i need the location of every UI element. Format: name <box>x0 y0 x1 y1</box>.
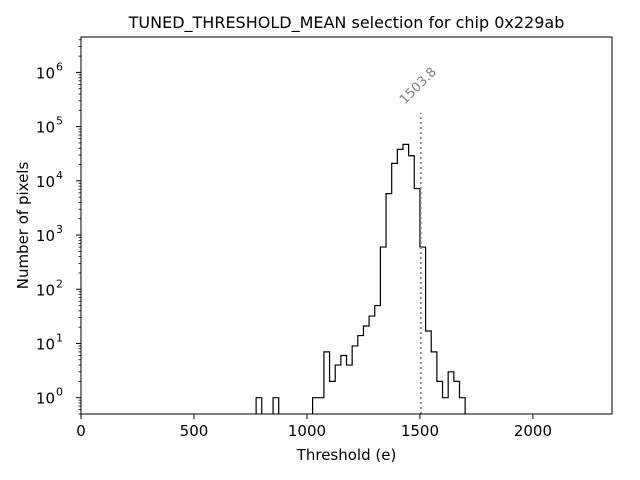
y-axis-label: Number of pixels <box>14 162 32 290</box>
y-tick-exponent: 5 <box>56 115 63 128</box>
y-tick-label: 10 <box>36 281 55 299</box>
y-tick-label: 10 <box>36 227 55 245</box>
y-tick-exponent: 3 <box>56 223 63 236</box>
y-tick-label: 10 <box>36 119 55 137</box>
y-tick-label: 10 <box>36 335 55 353</box>
histogram-step-line <box>255 143 466 414</box>
y-tick-exponent: 2 <box>56 277 63 290</box>
x-axis-label: Threshold (e) <box>296 446 397 464</box>
chart-title: TUNED_THRESHOLD_MEAN selection for chip … <box>128 13 565 33</box>
x-tick-label: 500 <box>180 422 209 440</box>
y-tick-exponent: 6 <box>56 60 63 73</box>
y-tick-label: 10 <box>36 390 55 408</box>
y-tick-label: 10 <box>36 173 55 191</box>
x-tick-label: 1000 <box>288 422 326 440</box>
x-axis-ticks: 0 500 1000 1500 2000 <box>76 414 552 440</box>
y-tick-exponent: 0 <box>56 386 63 399</box>
x-tick-label: 1500 <box>401 422 439 440</box>
x-tick-label: 0 <box>76 422 86 440</box>
x-tick-label: 2000 <box>514 422 552 440</box>
y-tick-exponent: 1 <box>56 331 63 344</box>
threshold-mean-marker-label: 1503.8 <box>397 65 440 108</box>
plot-frame <box>80 36 613 415</box>
y-tick-exponent: 4 <box>56 169 63 182</box>
y-tick-label: 10 <box>36 64 55 82</box>
